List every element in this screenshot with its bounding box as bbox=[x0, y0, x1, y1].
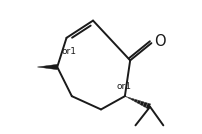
Text: O: O bbox=[154, 34, 166, 49]
Polygon shape bbox=[137, 100, 141, 104]
Polygon shape bbox=[140, 101, 144, 106]
Text: or1: or1 bbox=[61, 47, 76, 56]
Polygon shape bbox=[146, 103, 151, 109]
Polygon shape bbox=[131, 98, 134, 101]
Polygon shape bbox=[125, 96, 128, 98]
Polygon shape bbox=[37, 64, 57, 70]
Polygon shape bbox=[128, 97, 131, 99]
Polygon shape bbox=[134, 99, 138, 103]
Polygon shape bbox=[143, 102, 147, 108]
Text: or1: or1 bbox=[117, 82, 132, 91]
